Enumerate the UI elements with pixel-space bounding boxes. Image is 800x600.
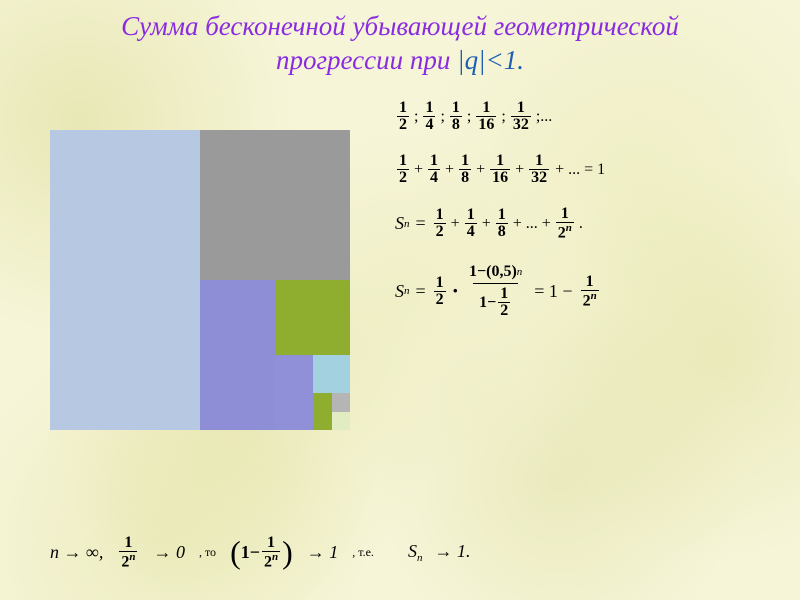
to-zero: → 0 — [153, 542, 185, 563]
slide-title: Сумма бесконечной убывающей геометрическ… — [0, 0, 800, 78]
diagram-rect — [200, 130, 350, 280]
title-line2b: |q|<1. — [457, 45, 524, 75]
then-label: , то — [199, 545, 216, 560]
diagram-rect — [313, 355, 350, 393]
sn-expansion-row: Sn=12+14+18+ ... +12n. — [395, 206, 780, 241]
formulas-block: 12;14;18;116;132;... 12+14+18+116+132+ .… — [395, 100, 780, 341]
sequence-row: 12;14;18;116;132;... — [395, 100, 780, 133]
diagram-rect — [332, 412, 350, 430]
ie-label: , т.е. — [352, 545, 374, 560]
sn-limit: Sn → 1. — [408, 541, 471, 564]
diagram-rect — [275, 280, 350, 355]
diagram-rect — [332, 393, 350, 412]
geometric-squares-diagram — [50, 130, 350, 430]
title-line1: Сумма бесконечной убывающей геометрическ… — [121, 11, 679, 41]
title-line2a: прогрессии при — [276, 45, 457, 75]
sn-closed-form-row: Sn=12·1−(0,5)n1−12= 1 −12n — [395, 261, 780, 321]
paren-expression: ( 1− 1 2n ) — [230, 535, 293, 570]
diagram-rect — [50, 130, 200, 430]
n-to-infinity: n → ∞, — [50, 542, 103, 563]
limit-row: n → ∞, 1 2n → 0 , то ( 1− 1 2n ) → 1 , т… — [50, 535, 470, 570]
sum-series-row: 12+14+18+116+132+ ... = 1 — [395, 153, 780, 186]
diagram-rect — [275, 355, 313, 430]
to-one: → 1 — [307, 542, 339, 563]
diagram-rect — [200, 280, 275, 430]
slide-content: Сумма бесконечной убывающей геометрическ… — [0, 0, 800, 600]
limit-frac-1over2n: 1 2n — [119, 535, 137, 570]
diagram-rect — [313, 393, 332, 430]
